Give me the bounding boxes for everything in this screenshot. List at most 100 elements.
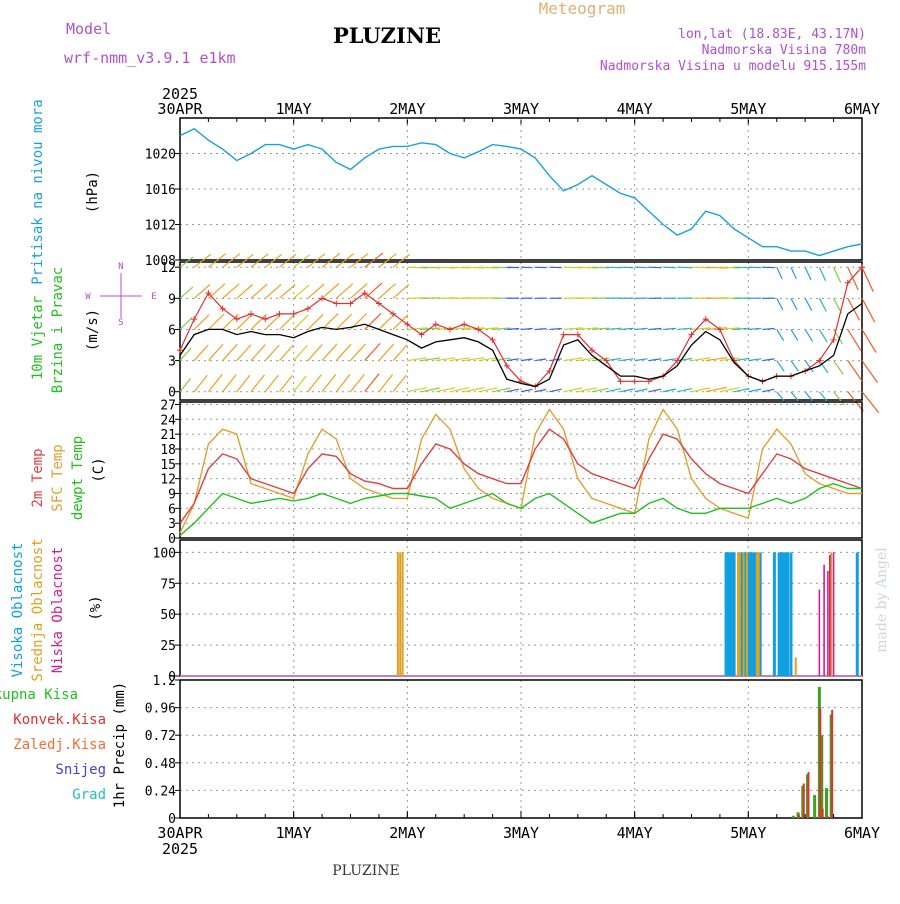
year-bottom: 2025 xyxy=(162,840,198,858)
wind-arrow xyxy=(606,267,621,268)
legend-total: Ukupna Kisa xyxy=(0,687,78,703)
wind-arrow xyxy=(322,374,336,391)
wind-arrow xyxy=(308,345,322,361)
temp-ytick-label: 27 xyxy=(160,398,176,413)
wind-arrow xyxy=(677,328,692,329)
wind-arrow xyxy=(805,392,814,403)
bottom-tick-label: 1MAY xyxy=(276,824,312,842)
wind-arrow xyxy=(208,314,224,329)
wind-arrow xyxy=(194,375,207,391)
wind-arrow xyxy=(294,345,308,360)
wind-arrow xyxy=(663,328,676,329)
bottom-tick-label: 2MAY xyxy=(389,824,425,842)
mid-cloud-bar xyxy=(402,552,404,676)
bottom-tick-label: 5MAY xyxy=(730,824,766,842)
wind-arrow xyxy=(635,359,648,361)
compass-e: E xyxy=(151,292,156,302)
wind-arrow xyxy=(521,267,533,268)
conv-precip-bar xyxy=(803,784,805,819)
wind-arrow xyxy=(862,329,876,352)
wind-arrow xyxy=(223,284,240,299)
precip-unit: 1hr Precip (mm) xyxy=(112,682,128,808)
wind-arrow xyxy=(649,329,661,330)
low-cloud-bar xyxy=(827,571,829,676)
wind-arrow xyxy=(294,376,307,392)
wind-arrow xyxy=(279,375,292,391)
wind-arrow xyxy=(379,344,394,360)
wind-arrow xyxy=(365,374,379,392)
model-elevation-label: Nadmorska Visina u modelu 915.155m xyxy=(600,59,866,74)
cloud-ytick-label: 100 xyxy=(153,546,176,561)
precip-ytick-label: 0.48 xyxy=(145,757,176,772)
model-name: wrf-nmm_v3.9.1 e1km xyxy=(64,49,236,67)
wind-arrow xyxy=(237,345,251,361)
mid-cloud-bar xyxy=(739,552,741,676)
temp-ytick-label: 24 xyxy=(160,413,176,428)
wind-arrow xyxy=(791,329,798,340)
pressure-unit: (hPa) xyxy=(85,171,101,213)
wind-arrow xyxy=(237,285,253,299)
pressure-ytick-label: 1020 xyxy=(145,148,176,163)
wind-arrow xyxy=(848,329,861,350)
wind-arrow xyxy=(223,375,237,392)
temp-ytick-label: 12 xyxy=(160,473,176,488)
gust-marker xyxy=(561,332,567,338)
footer-station: PLUZINE xyxy=(332,863,399,879)
wind-arrow xyxy=(180,378,191,391)
wind-arrow xyxy=(322,344,337,361)
high-cloud-bar xyxy=(773,552,776,676)
wind-arrow xyxy=(521,359,533,361)
low-cloud-bar xyxy=(819,589,821,676)
precip-ytick-label: 0.24 xyxy=(145,784,176,799)
wind-arrow xyxy=(365,343,380,360)
conv-precip-bar xyxy=(798,815,800,818)
wind-arrow xyxy=(834,361,844,375)
wind-arrow xyxy=(620,267,633,268)
wind-arrow xyxy=(379,375,393,392)
precip-ytick-label: 1.2 xyxy=(153,674,176,689)
wind-arrow xyxy=(521,329,533,330)
wind-arrow xyxy=(223,314,239,329)
top-tick-label: 2MAY xyxy=(389,100,425,118)
pressure-ytick-label: 1012 xyxy=(145,219,176,234)
wind-arrow xyxy=(393,315,408,330)
top-tick-label: 1MAY xyxy=(276,100,312,118)
t2m-line xyxy=(180,429,862,523)
top-tick-label: 3MAY xyxy=(503,100,539,118)
gust-marker xyxy=(276,311,282,317)
wind-arrow xyxy=(365,283,382,298)
wind-arrow xyxy=(351,344,366,361)
wind-arrow xyxy=(351,374,365,391)
conv-precip-bar xyxy=(822,809,824,818)
gust-marker xyxy=(632,378,638,384)
top-tick-label: 30APR xyxy=(157,100,203,118)
wind-arrow xyxy=(279,315,294,330)
wind-arrow xyxy=(379,284,396,299)
temp-ytick-label: 3 xyxy=(168,517,176,532)
wind-arrow xyxy=(393,345,407,361)
wind-arrow xyxy=(194,345,208,361)
wind-arrow xyxy=(521,389,532,391)
wind-arrow xyxy=(848,361,862,382)
wind-arrow xyxy=(251,375,264,392)
gust-marker xyxy=(291,311,297,317)
wind-arrow xyxy=(791,361,798,372)
gust-marker xyxy=(447,326,453,332)
model-label: Model xyxy=(66,20,111,38)
total-precip-bar xyxy=(792,816,795,818)
wind-arrow xyxy=(763,267,775,268)
mid-cloud-bar xyxy=(397,552,399,676)
wind-unit: (m/s) xyxy=(85,309,101,351)
total-precip-bar xyxy=(813,795,816,818)
wind-arrow xyxy=(748,359,761,361)
wind-label-a: 10m Vjetar xyxy=(30,296,46,380)
wind-arrow xyxy=(862,361,878,383)
compass-w: W xyxy=(85,292,91,302)
wind-arrow xyxy=(819,329,827,342)
wind-arrow xyxy=(663,267,676,268)
cloud-ytick-label: 75 xyxy=(160,577,176,592)
